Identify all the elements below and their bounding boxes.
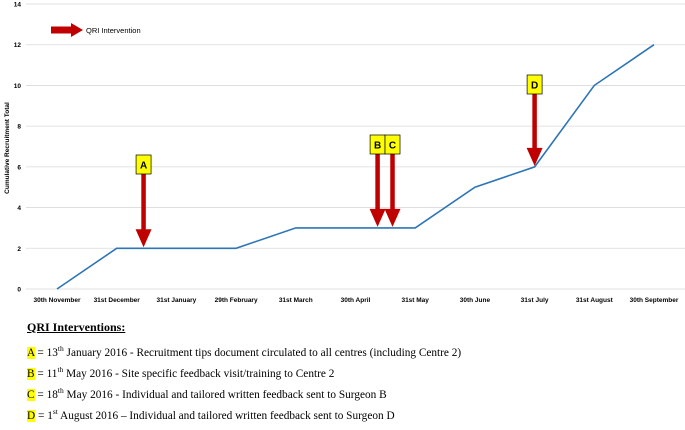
marker-box-a [135,154,152,175]
note-date: = 13 [34,347,58,359]
y-tick-label: 8 [17,124,21,131]
legend-label: QRI Intervention [86,26,141,35]
notes-list: A = 13th January 2016 - Recruitment tips… [27,344,677,430]
x-tick-label: 31st December [94,297,141,304]
y-tick-label: 0 [17,287,21,294]
x-tick-label: 30th September [630,297,679,304]
note-item: D = 1st August 2016 – Individual and tai… [27,407,677,430]
note-item: A = 13th January 2016 - Recruitment tips… [27,344,677,367]
arrow-a [135,174,152,248]
series-line [56,44,655,290]
note-date: = 11 [34,368,58,380]
note-text: January 2016 - Recruitment tips document… [63,347,462,359]
note-date: = 1 [35,410,53,422]
y-axis-ticks: 0 2 4 6 8 10 12 14 [14,2,22,294]
x-tick-label: 30th April [341,297,371,304]
x-tick-label: 31st January [157,297,197,304]
x-tick-label: 31st July [521,297,549,304]
note-text: May 2016 - Individual and tailored writt… [63,389,387,401]
note-date-suffix: th [57,344,64,354]
y-tick-label: 14 [14,2,22,9]
marker-label-a: A [140,161,147,172]
notes-title: QRI Interventions: [27,320,126,334]
note-text: May 2016 - Site specific feedback visit/… [63,368,335,380]
arrow-c [384,154,401,227]
intervention-marker-c: C [384,134,401,227]
legend-arrow-icon [51,23,83,37]
y-tick-label: 10 [14,83,22,90]
note-date-suffix: st [52,407,58,417]
intervention-marker-b: B [369,134,386,227]
marker-box-d [526,74,543,95]
x-tick-label: 30th November [34,297,81,304]
x-tick-label: 29th February [215,297,258,304]
y-tick-label: 6 [17,164,21,171]
y-axis-label: Cumulative Recruitment Total [4,102,11,194]
note-text: August 2016 – Individual and tailored wr… [57,410,395,422]
arrow-d [526,94,543,166]
recruitment-chart: 0 2 4 6 8 10 12 14 30th November 31st December 31… [4,2,685,304]
note-letter: C [27,389,35,401]
note-date: = 18 [34,389,58,401]
x-tick-label: 31st May [401,297,429,304]
note-item: B = 11th May 2016 - Site specific feedba… [27,365,677,388]
intervention-marker-d: D [526,74,543,166]
legend: QRI Intervention [51,23,141,37]
marker-box-c [384,134,401,155]
note-letter: D [27,410,36,422]
marker-label-c: C [389,141,396,152]
marker-label-b: B [374,141,381,152]
gridlines [26,3,685,290]
x-tick-label: 31st March [279,297,313,304]
x-tick-label: 31st August [576,297,614,304]
note-date-suffix: th [57,386,64,396]
x-axis-ticks: 30th November 31st December 31st January 29… [34,297,679,304]
note-date-suffix: th [57,365,64,375]
qri-notes: QRI Interventions: A = 13th January 2016… [27,320,677,430]
y-tick-label: 4 [17,205,21,212]
y-tick-label: 12 [14,42,22,49]
note-letter: A [27,347,35,359]
x-tick-label: 30th June [460,297,491,304]
arrow-b [369,154,386,227]
note-letter: B [27,368,35,380]
note-item: C = 18th May 2016 - Individual and tailo… [27,386,677,409]
intervention-arrows: A B C D [135,74,543,248]
intervention-marker-a: A [135,154,152,248]
marker-label-d: D [531,81,538,92]
y-tick-label: 2 [17,246,21,253]
